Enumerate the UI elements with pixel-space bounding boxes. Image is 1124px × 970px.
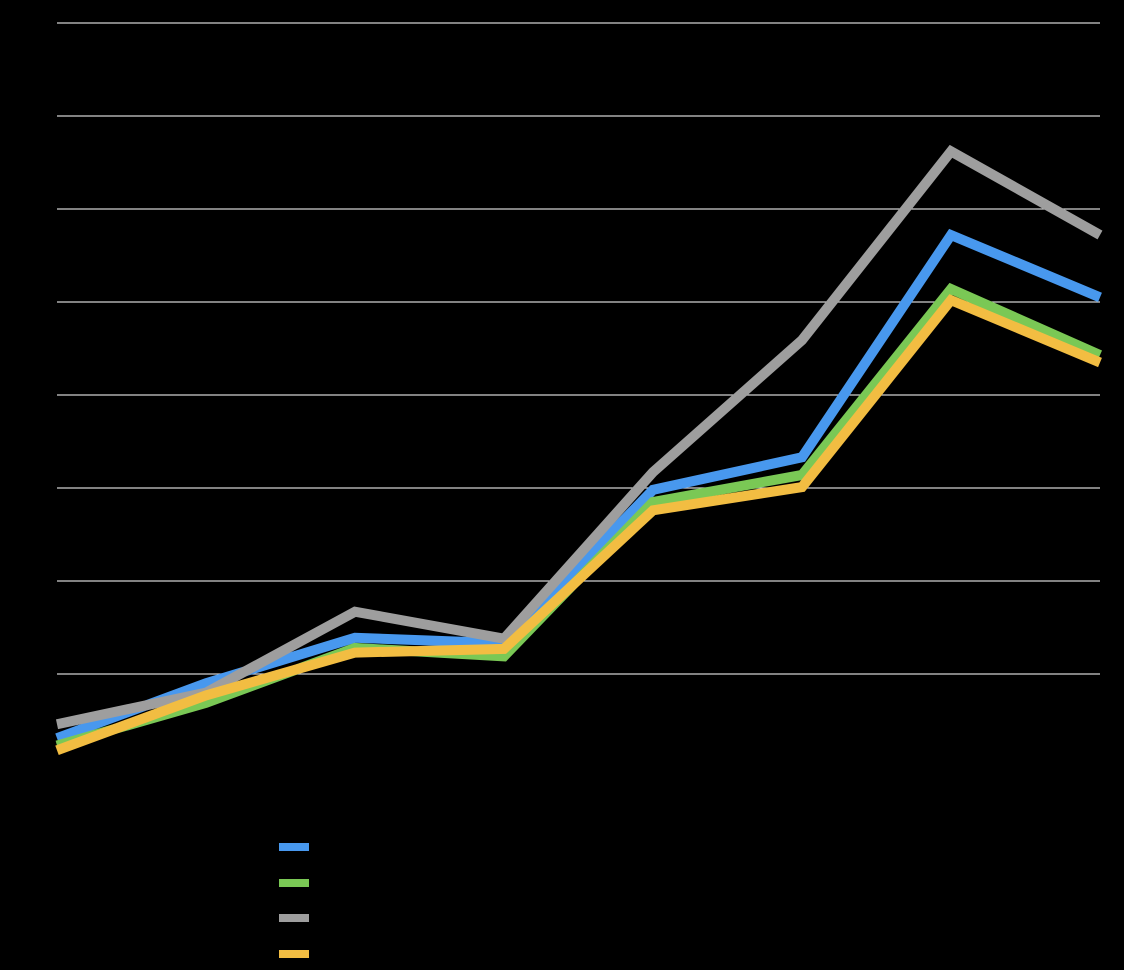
series-4-orange-line: [55, 294, 1102, 755]
legend-entry: [279, 879, 319, 887]
series-3-gray-line: [55, 144, 1103, 730]
legend-entry: [279, 914, 319, 922]
legend-entry: [279, 950, 319, 958]
legend-entry: [279, 843, 319, 851]
legend-swatch-icon: [279, 950, 309, 958]
legend-swatch-icon: [279, 843, 309, 851]
legend-swatch-icon: [279, 879, 309, 887]
legend-swatch-icon: [279, 914, 309, 922]
